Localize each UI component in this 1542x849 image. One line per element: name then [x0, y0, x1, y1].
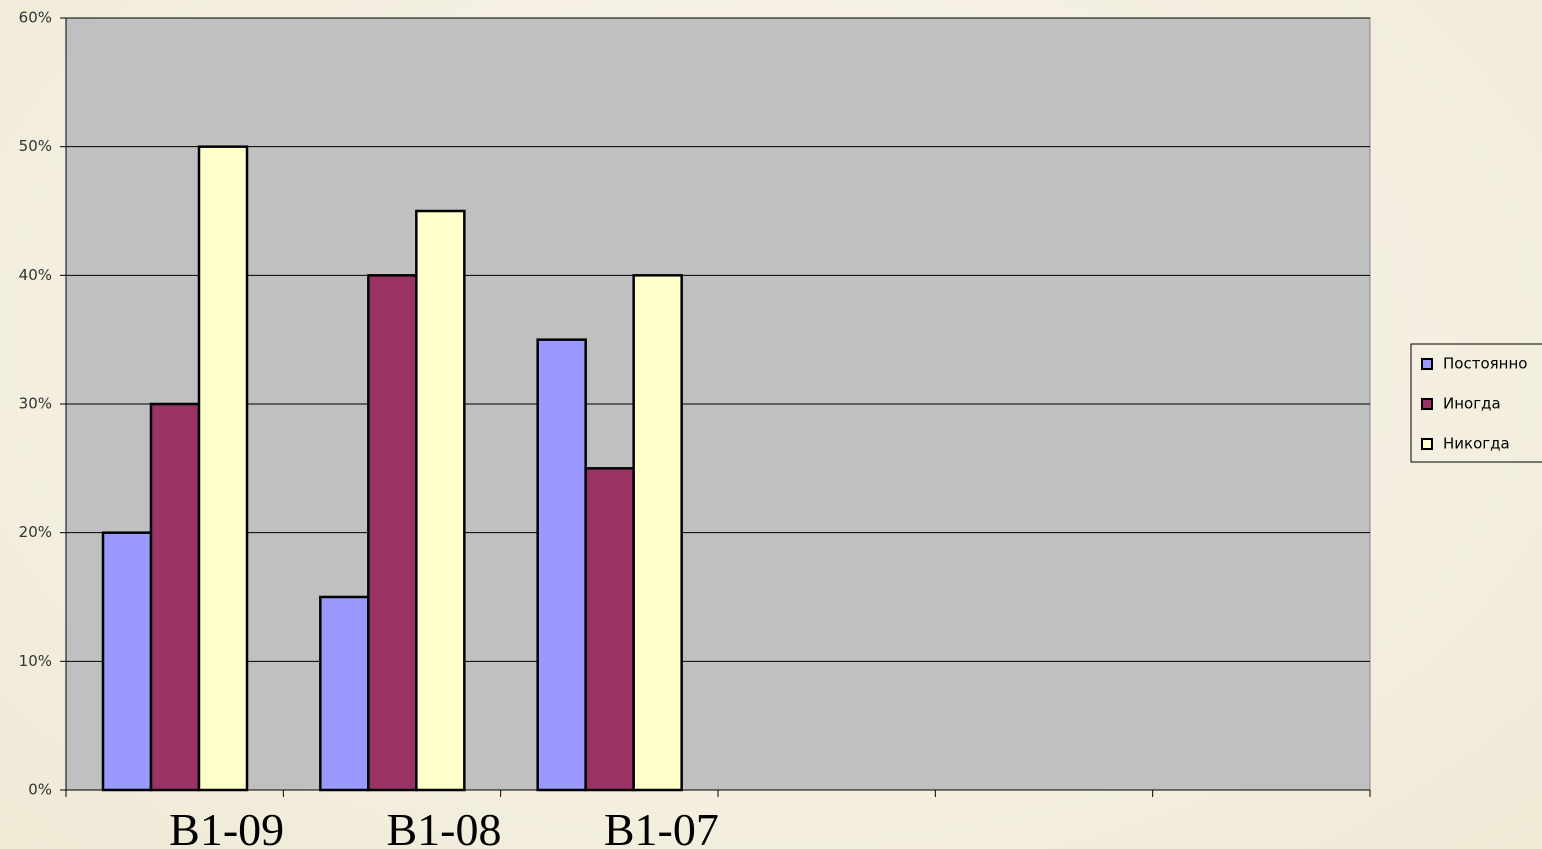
x-tick-label: B1-08 — [387, 804, 502, 849]
y-tick-label: 50% — [19, 137, 52, 155]
bar — [632, 274, 683, 792]
bar — [319, 595, 370, 792]
bar — [584, 467, 635, 792]
y-tick-label: 20% — [19, 523, 52, 541]
legend-label: Иногда — [1443, 395, 1501, 413]
legend-swatch — [1421, 358, 1433, 370]
x-tick-label: B1-09 — [169, 804, 284, 849]
bar — [536, 338, 587, 792]
y-tick-label: 40% — [19, 266, 52, 284]
x-tick-label: B1-07 — [604, 804, 719, 849]
y-tick-label: 10% — [19, 652, 52, 670]
legend-swatch — [1421, 438, 1433, 450]
legend-box — [1410, 343, 1542, 463]
y-tick-label: 0% — [28, 781, 52, 799]
bar — [367, 274, 418, 792]
bar — [149, 402, 201, 792]
bar — [101, 531, 153, 792]
y-tick-label: 60% — [19, 9, 52, 27]
y-tick-label: 30% — [19, 395, 52, 413]
legend-label: Никогда — [1443, 435, 1510, 453]
bar — [415, 209, 466, 792]
legend-swatch — [1421, 398, 1433, 410]
legend-label: Постоянно — [1443, 355, 1527, 373]
bar — [197, 145, 249, 792]
